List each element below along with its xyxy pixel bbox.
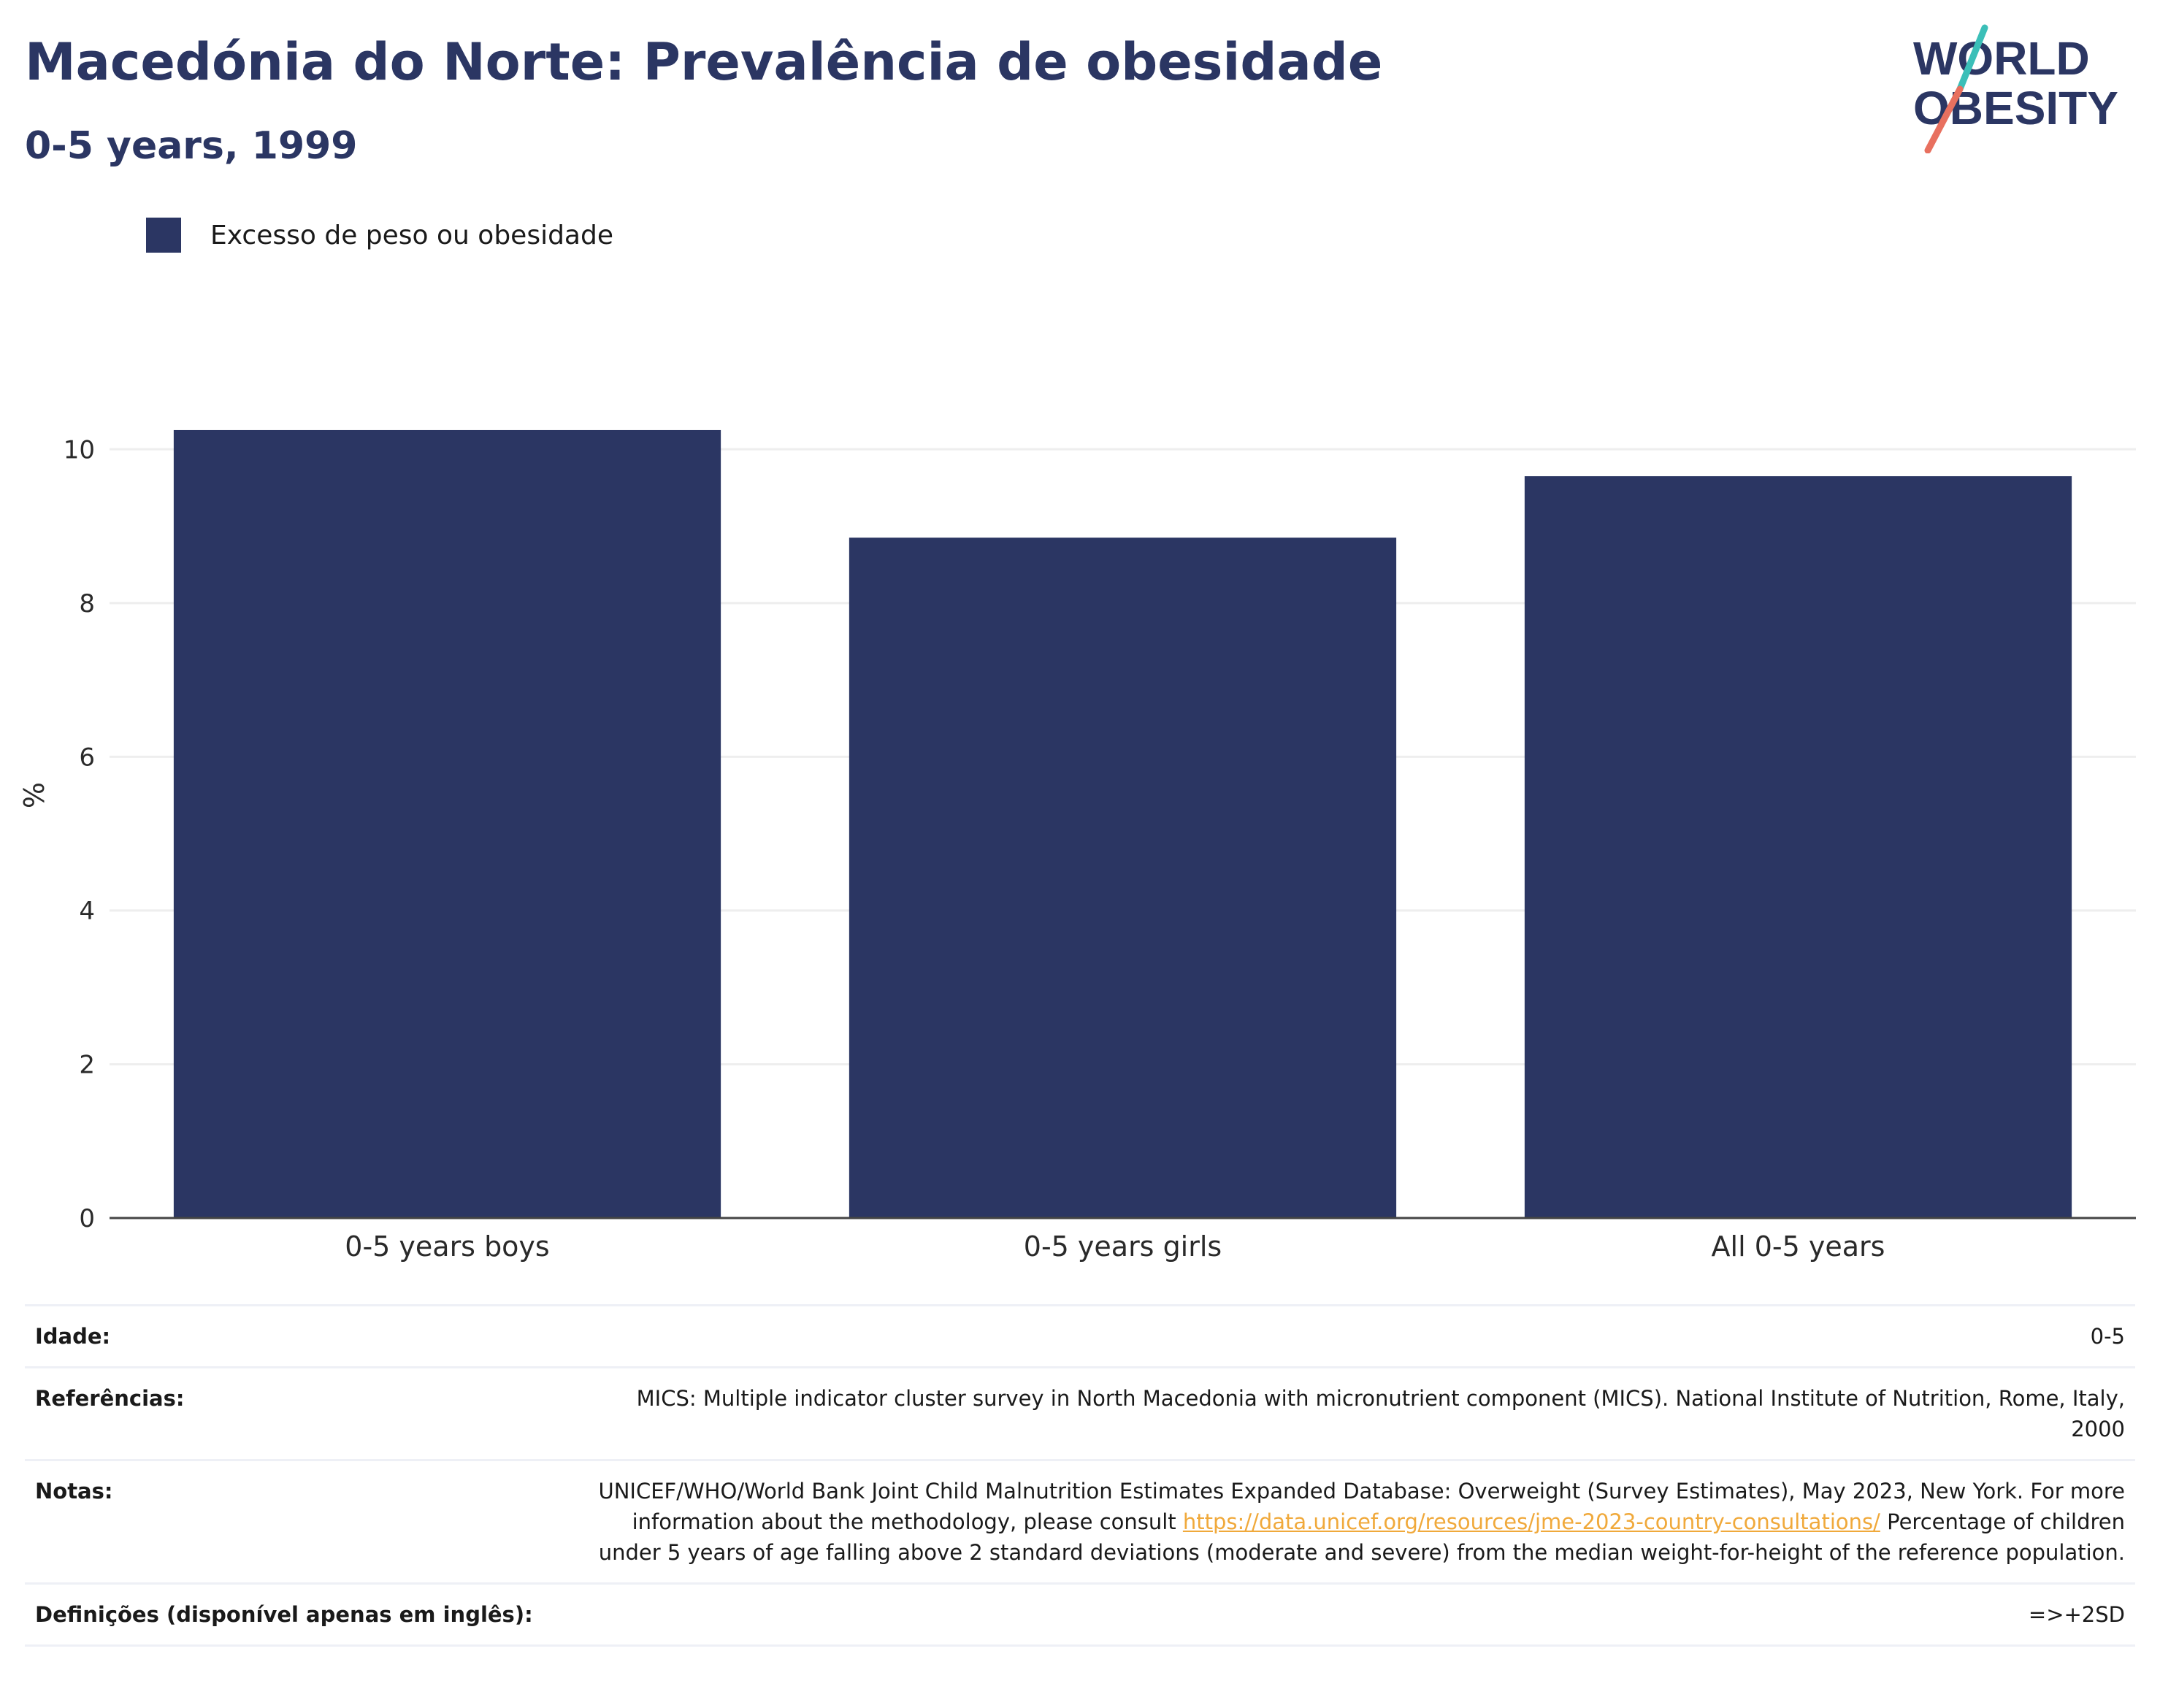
y-tick-label: 4 [79,897,95,926]
notes-link[interactable]: https://data.unicef.org/resources/jme-20… [1182,1509,1880,1534]
legend-swatch [146,218,181,253]
age-label: Idade: [25,1304,571,1368]
y-tick-label: 0 [79,1204,95,1233]
x-tick-label: 0-5 years girls [1024,1230,1222,1263]
y-tick-label: 2 [79,1050,95,1079]
y-tick-label: 10 [64,435,95,464]
y-tick-label: 8 [79,589,95,619]
references-label: Referências: [25,1366,571,1461]
bar-chart: 0 2 4 6 8 10 0-5 years boys 0-5 years girls All… [18,429,2136,1263]
notes-definition: Percentage of children under 5 years of … [598,1509,2125,1565]
info-table: Idade: 0-5 Referências: MICS: Multiple i… [25,1304,2135,1647]
definitions-value: =>+2SD [571,1582,2135,1647]
bars [173,429,2072,1218]
age-value: 0-5 [571,1304,2135,1368]
definitions-label: Definições (disponível apenas em inglês)… [25,1582,571,1647]
x-tick-labels: 0-5 years boys 0-5 years girls All 0-5 yea… [345,1230,1885,1263]
references-value: MICS: Multiple indicator cluster survey … [571,1366,2135,1461]
legend-label: Excesso de peso ou obesidade [210,220,613,250]
info-row-age: Idade: 0-5 [25,1304,2135,1368]
logo-slash-coral [1924,85,1964,153]
x-tick-label: All 0-5 years [1712,1230,1885,1263]
chart-subtitle: 0-5 years, 1999 [25,124,358,168]
logo-slash-teal [1956,24,1988,93]
notes-text: UNICEF/WHO/World Bank Joint Child Malnut… [598,1479,2125,1534]
bar [849,537,1397,1218]
logo-word-world: WORLD [1913,32,2090,85]
info-row-references: Referências: MICS: Multiple indicator cl… [25,1366,2135,1461]
info-row-notes: Notas: UNICEF/WHO/World Bank Joint Child… [25,1459,2135,1585]
bar [1524,476,2072,1218]
notes-value: UNICEF/WHO/World Bank Joint Child Malnut… [571,1459,2135,1585]
y-tick-label: 6 [79,743,95,772]
bar [173,429,721,1218]
x-tick-label: 0-5 years boys [345,1230,549,1263]
y-tick-labels: 0 2 4 6 8 10 [64,435,95,1233]
info-row-definitions: Definições (disponível apenas em inglês)… [25,1582,2135,1647]
world-obesity-logo: WORLD OBESITY [1913,24,2118,153]
notes-label: Notas: [25,1459,571,1585]
chart-title: Macedónia do Norte: Prevalência de obesi… [25,32,1383,92]
y-axis-title: % [18,782,50,808]
legend[interactable]: Excesso de peso ou obesidade [146,217,613,253]
